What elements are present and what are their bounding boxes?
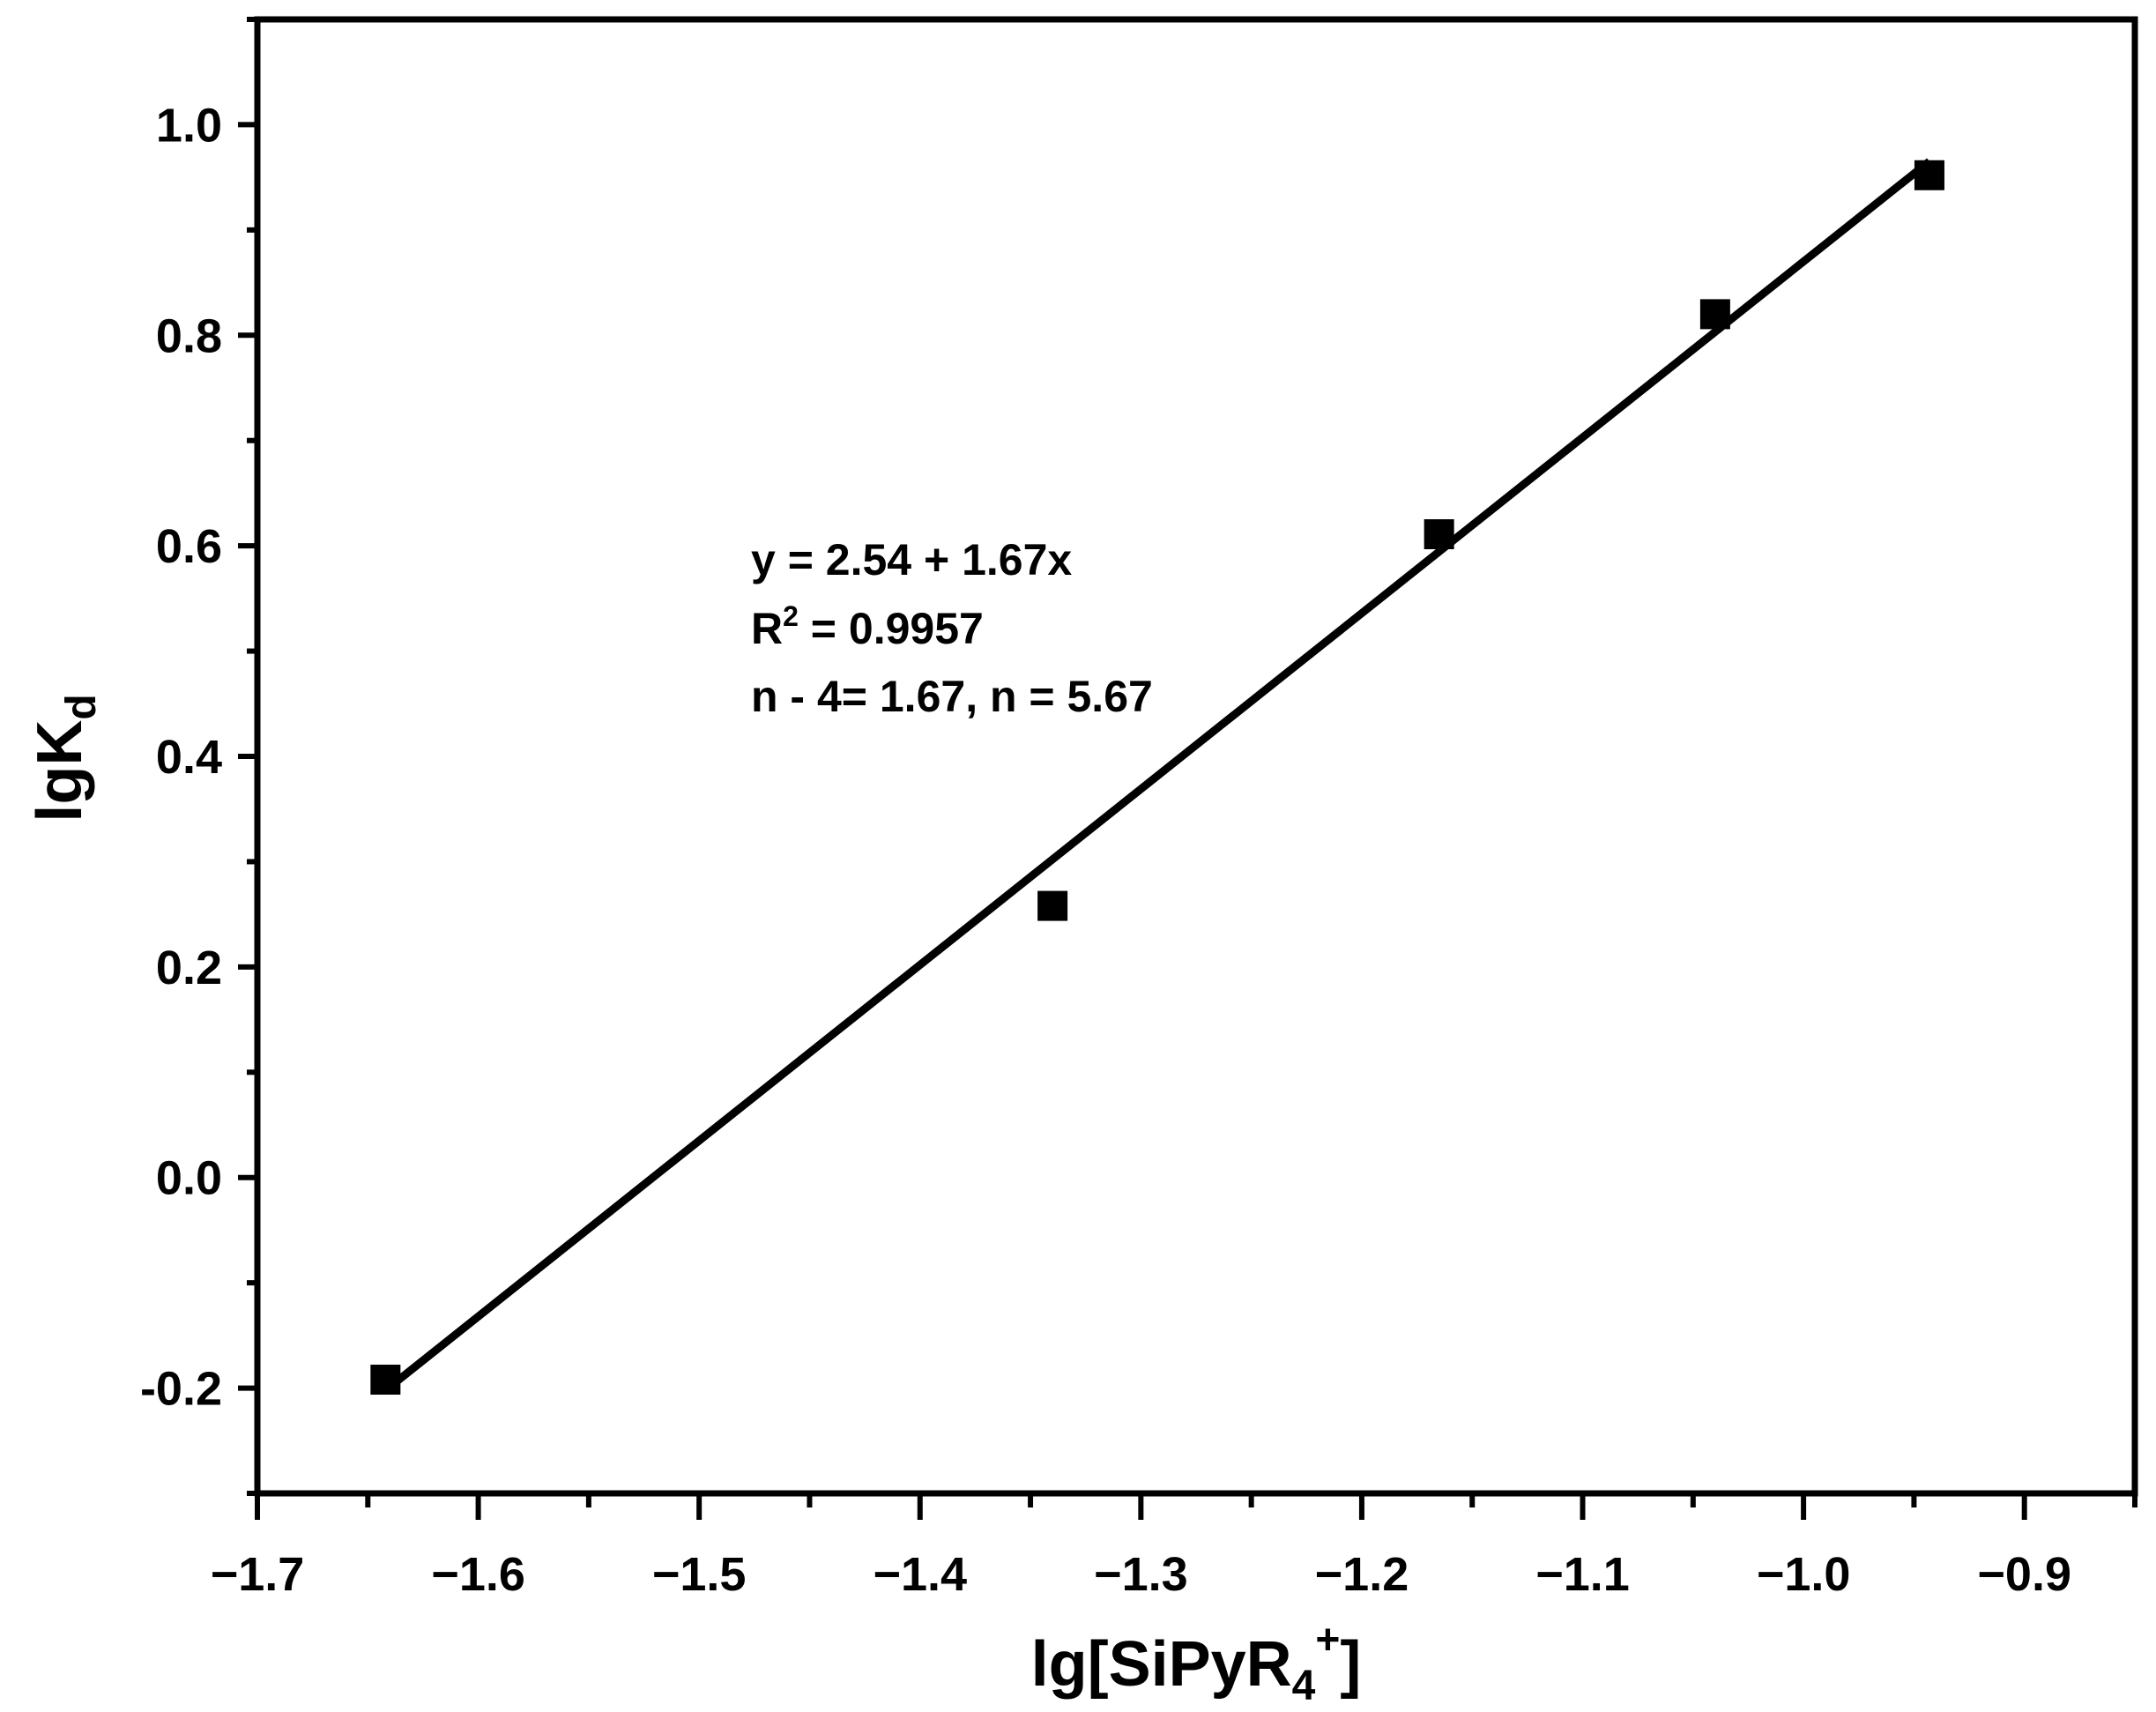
- x-title-subscript: 4: [1292, 1663, 1316, 1709]
- x-tick-label: −1.6: [431, 1548, 525, 1601]
- x-axis-tick-labels: −1.7 −1.6 −1.5 −1.4 −1.3 −1.2 −1.1 −1.0 −0.9: [211, 1548, 2071, 1601]
- y-tick-label: 0.6: [156, 520, 222, 573]
- data-points: [370, 160, 1944, 1396]
- x-tick-label: −1.7: [211, 1548, 305, 1601]
- x-tick-label: −1.1: [1535, 1548, 1630, 1601]
- x-tick-label: −1.5: [652, 1548, 747, 1601]
- y-tick-label: 1.0: [156, 99, 222, 152]
- y-tick-label: 0.8: [156, 309, 222, 362]
- y-axis-title: lgKd: [25, 694, 105, 822]
- y-title-base: lgK: [25, 720, 95, 823]
- x-axis-title: lg[SiPyR4+]: [1031, 1617, 1362, 1709]
- data-point: [1037, 890, 1068, 921]
- fit-r-squared: R2 = 0.9957: [751, 600, 984, 653]
- data-point: [1424, 519, 1454, 550]
- x-axis-ticks: [255, 1493, 2137, 1520]
- fit-equation: y = 2.54 + 1.67x: [751, 535, 1072, 584]
- x-title-close: ]: [1340, 1629, 1361, 1700]
- y-tick-label: -0.2: [140, 1363, 222, 1416]
- y-tick-label: 0.0: [156, 1152, 222, 1205]
- x-tick-label: −1.3: [1094, 1548, 1188, 1601]
- r-value: = 0.9957: [799, 604, 984, 653]
- x-title-superscript: +: [1315, 1617, 1340, 1664]
- data-point: [370, 1365, 401, 1396]
- x-tick-label: −1.0: [1757, 1548, 1851, 1601]
- y-tick-label: 0.4: [156, 731, 222, 784]
- fit-line: [383, 158, 1932, 1394]
- r-symbol: R: [751, 604, 783, 653]
- x-tick-label: −1.2: [1315, 1548, 1409, 1601]
- x-title-base: lg[SiPyR: [1031, 1629, 1292, 1700]
- y-title-subscript: d: [58, 694, 105, 719]
- fit-annotation: y = 2.54 + 1.67x R2 = 0.9957 n - 4= 1.67…: [751, 535, 1153, 721]
- y-axis-tick-labels: -0.2 0.0 0.2 0.4 0.6 0.8 1.0: [140, 99, 222, 1415]
- y-axis-ticks: [238, 17, 257, 1496]
- x-tick-label: −0.9: [1977, 1548, 2071, 1601]
- r-exponent: 2: [783, 600, 799, 632]
- data-point: [1699, 299, 1730, 330]
- y-tick-label: 0.2: [156, 942, 222, 994]
- x-tick-label: −1.4: [873, 1548, 967, 1601]
- fit-n-result: n - 4= 1.67, n = 5.67: [751, 672, 1153, 721]
- data-point: [1914, 160, 1944, 190]
